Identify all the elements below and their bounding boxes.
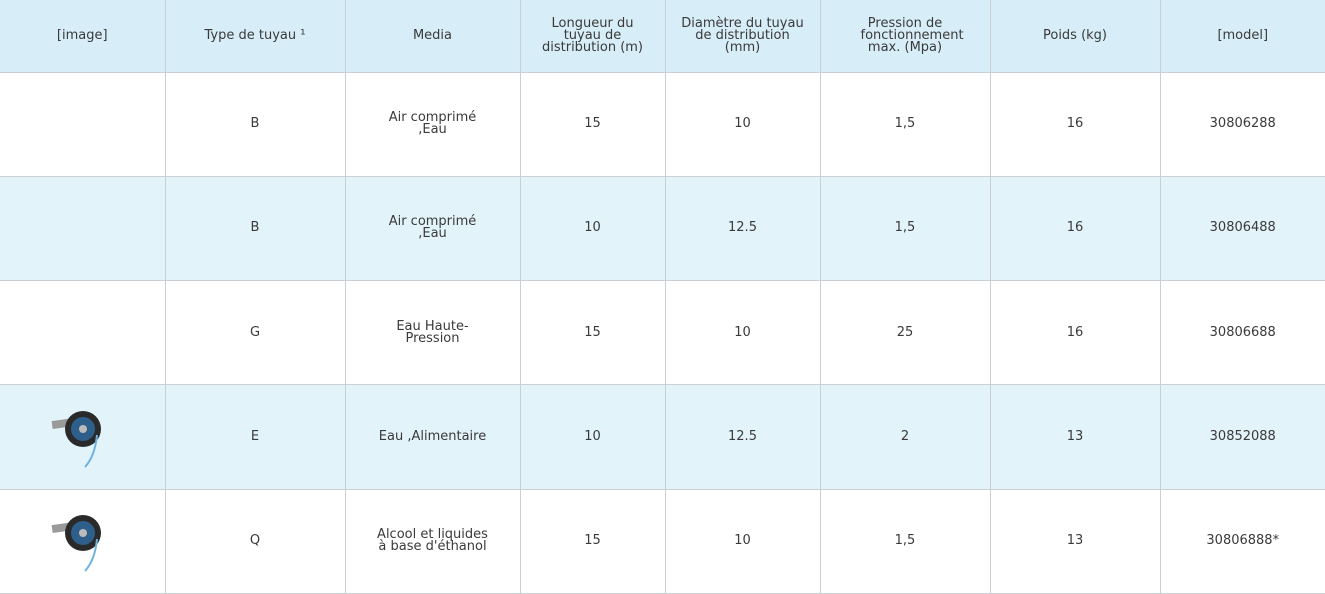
image-cell [0, 489, 165, 594]
table-cell: 2 [819, 384, 990, 490]
product-image [51, 410, 102, 468]
table-body: B Air comprimé ,Eau 15 10 1,5 16 30806288 B Air … [0, 72, 1325, 594]
table-cell: 1,5 [819, 72, 990, 177]
header-cell: Type de tuyau ¹ [164, 0, 345, 73]
image-cell [0, 384, 165, 490]
table-cell: 10 [664, 72, 820, 177]
table-row: G Eau Haute-Pression 15 10 25 16 30806688 [0, 280, 1325, 386]
table-cell: Q [164, 489, 345, 594]
table-cell: 10 [664, 280, 820, 386]
header-cell: Media [344, 0, 520, 73]
product-image [51, 514, 102, 572]
table-cell: B [164, 176, 345, 282]
table-cell: 25 [819, 280, 990, 386]
table-row: B Air comprimé ,Eau 15 10 1,5 16 30806288 [0, 72, 1325, 177]
header-cell: Diamètre du tuyau de distribution (mm) [664, 0, 820, 73]
table-cell: Alcool et liquides à base d'éthanol [344, 489, 520, 594]
image-cell [0, 72, 165, 177]
table-cell: B [164, 72, 345, 177]
table-row: B Air comprimé ,Eau 10 12.5 1,5 16 30806488 [0, 176, 1325, 282]
header-cell: Poids (kg) [989, 0, 1160, 73]
table-cell: 1,5 [819, 176, 990, 282]
table-cell: 16 [989, 280, 1160, 386]
table-cell: 12.5 [664, 384, 820, 490]
table-cell: 10 [519, 176, 665, 282]
table-cell: Eau ,Alimentaire [344, 384, 520, 490]
table-cell: Air comprimé ,Eau [344, 72, 520, 177]
image-cell [0, 280, 165, 386]
table-cell: 15 [519, 280, 665, 386]
table-cell: 10 [519, 384, 665, 490]
table-cell: 15 [519, 72, 665, 177]
table-cell: G [164, 280, 345, 386]
table-cell: E [164, 384, 345, 490]
table-cell: 30806888* [1159, 489, 1325, 594]
table-cell: 15 [519, 489, 665, 594]
table-row: Q Alcool et liquides à base d'éthanol 15 10… [0, 489, 1325, 594]
table-cell: 1,5 [819, 489, 990, 594]
table-cell: 30806488 [1159, 176, 1325, 282]
table-cell: 30852088 [1159, 384, 1325, 490]
header-cell: Pression de fonctionnement max. (Mpa) [819, 0, 990, 73]
table-cell: 30806288 [1159, 72, 1325, 177]
table-row: E Eau ,Alimentaire 10 12.5 2 13 30852088 [0, 384, 1325, 490]
header-row: [image] Type de tuyau ¹ Media Longueur d… [0, 0, 1325, 73]
table-cell: 16 [989, 176, 1160, 282]
table-cell: 16 [989, 72, 1160, 177]
image-cell [0, 176, 165, 282]
table-cell: 12.5 [664, 176, 820, 282]
header-cell: [image] [0, 0, 165, 73]
table-cell: Eau Haute-Pression [344, 280, 520, 386]
header-cell: Longueur du tuyau de distribution (m) [519, 0, 665, 73]
header-cell: [model] [1159, 0, 1325, 73]
table-cell: 30806688 [1159, 280, 1325, 386]
table-cell: 13 [989, 489, 1160, 594]
table-cell: 13 [989, 384, 1160, 490]
table-cell: 10 [664, 489, 820, 594]
table-cell: Air comprimé ,Eau [344, 176, 520, 282]
